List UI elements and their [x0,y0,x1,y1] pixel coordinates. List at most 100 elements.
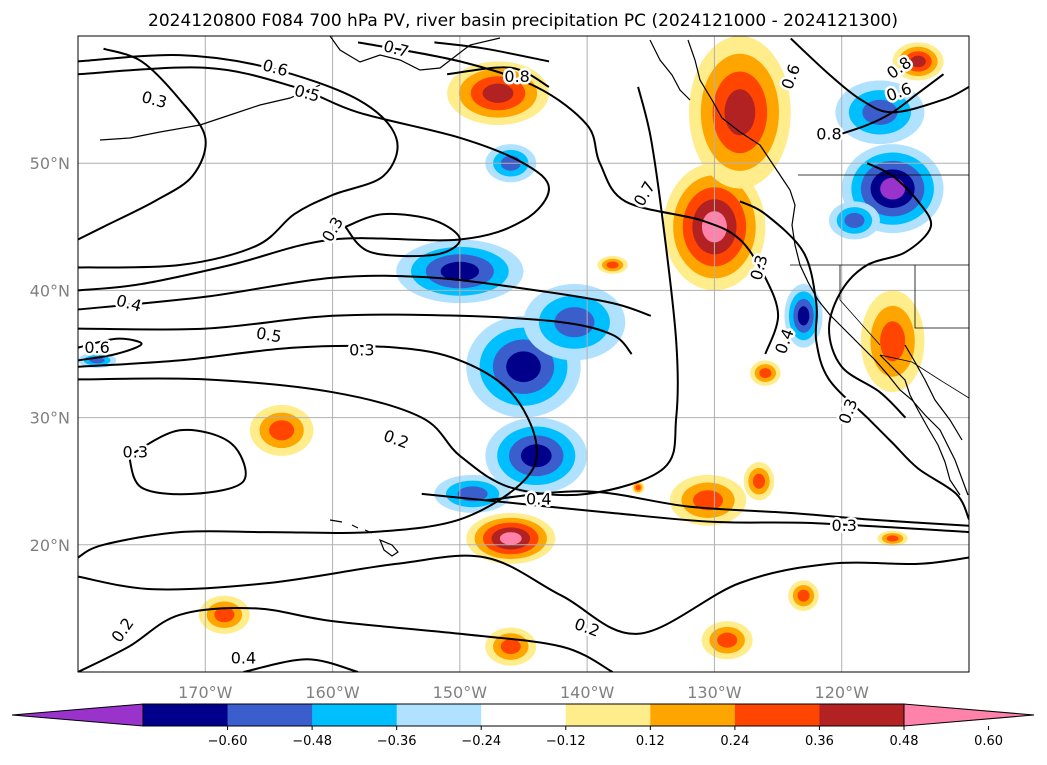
colorbar-tick-label: 0.60 [974,734,1003,749]
shaded-region [784,284,823,348]
shaded-region [701,621,753,660]
shaded-region [249,404,314,456]
contour-label: 0.8 [816,124,841,143]
colorbar-extend-low [11,703,144,727]
pv-contour-line [78,274,652,317]
chart-title: 2024120800 F084 700 hPa PV, river basin … [148,11,898,31]
y-tick-label: 30°N [30,409,70,428]
pv-contour-line [78,53,399,269]
pv-contour-line [828,73,945,139]
pv-contour-line [78,554,969,635]
colorbar-segment [819,704,905,726]
pv-contour-line [78,345,538,559]
shaded-region [788,580,819,611]
shaded-level [693,490,724,511]
pv-contour-line [78,66,551,292]
colorbar-segment [481,704,567,726]
shaded-level [886,535,899,542]
map-frame [77,35,970,673]
political-borders [790,174,969,399]
shaded-region [466,513,556,564]
shaded-level [797,589,810,602]
pv-contour-line [243,658,359,672]
shaded-region [743,462,775,501]
shaded-region [523,284,626,361]
coastline-southeast-alaska [649,39,691,101]
shaded-region [669,474,747,526]
pv-contours [78,37,969,672]
shaded-region [198,595,250,634]
shaded-region [877,530,908,547]
pv-contour-line [78,607,614,672]
x-tick-label: 150°W [433,683,488,702]
contour-label: 0.4 [231,649,256,668]
shaded-level [880,177,906,200]
shaded-level [499,532,522,545]
colorbar-tick-label: 0.24 [720,734,749,749]
pv-contour-line [421,492,969,534]
contour-label: 0.3 [349,341,374,360]
pv-contour-line [78,47,207,241]
shaded-region [860,290,925,393]
colorbar-tick-label: 0.36 [805,734,834,749]
colorbar-tick-label: −0.60 [208,734,248,749]
y-tick-label: 50°N [30,154,70,173]
x-tick-label: 160°W [305,683,360,702]
contour-label: 0.8 [504,67,529,86]
colorbar [11,703,1035,727]
x-tick-label: 170°W [178,683,233,702]
shaded-level [880,321,906,362]
shaded-level [269,420,295,441]
colorbar-segment [227,704,313,726]
shaded-region [597,256,628,274]
hawaii-islands [329,519,399,557]
shaded-level [844,212,865,228]
coastline-gulf-of-california [904,344,963,441]
coastline-baja [879,354,961,496]
colorbar-tick-label: −0.36 [377,734,417,749]
colorbar-segment [312,704,398,726]
border-us-mexico [879,354,969,399]
contour-label: 0.3 [123,442,148,461]
contour-label: 0.6 [84,338,109,357]
shaded-region [828,201,880,240]
y-tick-label: 20°N [30,536,70,555]
shaded-region [466,315,581,418]
shaded-region [631,481,645,494]
colorbar-tick-label: −0.12 [546,734,586,749]
border-state-lines [790,264,969,346]
map-area: 0.60.50.30.70.80.30.70.40.50.6 0.30.3 0.20… [78,36,969,672]
colorbar-segment [565,704,651,726]
shaded-level [500,639,521,655]
colorbar-tick-label: 0.12 [636,734,665,749]
colorbar-segment [143,704,229,726]
y-axis-ticks: 20°N 30°N 40°N 50°N [30,154,70,555]
shaded-level [724,89,756,136]
shaded-region [688,36,791,189]
x-tick-label: 120°W [815,683,870,702]
contour-label: 0.4 [526,490,551,509]
shaded-region [485,627,537,666]
pv-contour-line [344,212,461,258]
coastline-alaska [329,36,501,71]
pv-contour-line [357,41,780,355]
shaded-region [750,360,781,386]
pv-contour-line [127,428,247,496]
pv-contour-line [485,490,969,527]
colorbar-frame [142,703,905,727]
x-tick-label: 140°W [560,683,615,702]
y-tick-label: 40°N [30,281,70,300]
shaded-level [752,473,765,489]
shaded-level [554,307,595,338]
x-axis-ticks: 170°W 160°W 150°W 140°W 130°W 120°W [178,683,869,702]
pv-contour-line [790,37,969,114]
pv-contour-line [827,162,933,419]
colorbar-tick-label: −0.48 [292,734,332,749]
shaded-level [910,55,926,68]
pv-contour-line [78,86,679,497]
pv-contour-line [78,313,633,355]
shaded-level [759,368,772,379]
x-tick-label: 130°W [687,683,742,702]
shaded-region [892,42,944,81]
